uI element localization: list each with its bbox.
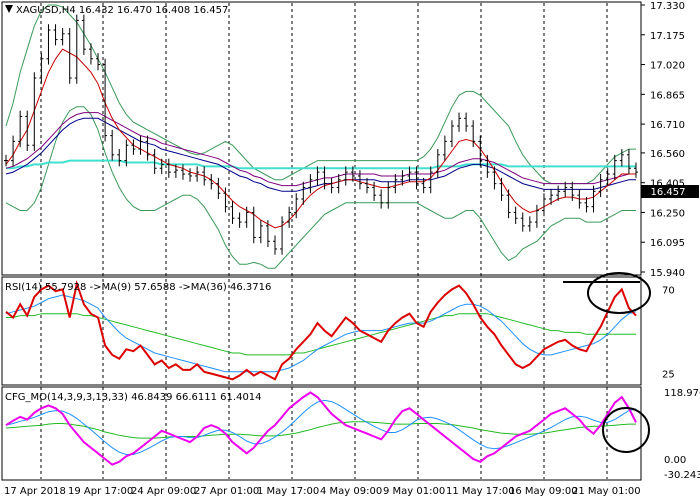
purple-moving-average-line xyxy=(5,112,636,187)
time-label: 11 May 17:00 xyxy=(446,486,515,497)
bollinger-lower-line xyxy=(5,106,636,269)
price-tick-label: 15.940 xyxy=(650,268,685,279)
cfg-tick-label: 118.976 xyxy=(664,388,700,399)
bollinger-upper-line xyxy=(5,4,636,185)
rsi-series-layer xyxy=(5,279,637,381)
cfg-highlight-circle xyxy=(602,407,650,453)
time-label: 24 Apr 09:00 xyxy=(131,486,196,497)
price-tick-label: 16.560 xyxy=(650,149,685,160)
period-separators xyxy=(40,3,608,479)
cfg-title-text: CFG_MO(14,3,9,3,13,33) 46.8439 66.6111 6… xyxy=(5,392,262,403)
collapse-triangle-icon[interactable] xyxy=(5,5,13,13)
rsi-tick-label: 25 xyxy=(662,370,675,381)
mid-moving-average-line xyxy=(5,117,636,192)
time-label: 17 Apr 2018 xyxy=(4,486,66,497)
cfg-tick-label: 0.00 xyxy=(664,455,686,466)
cfg-panel[interactable] xyxy=(1,386,642,481)
rsi-title-text: RSI(14) 55.7928 ->MA(9) 57.6588 ->MA(36)… xyxy=(5,282,271,293)
main-title: XAGUSD,H4 16.432 16.470 16.408 16.457 xyxy=(5,5,228,16)
cfg-main-line xyxy=(5,391,637,466)
cfg-axis: 118.976 0.00 -30.2437 xyxy=(664,388,700,481)
price-tick-label: 16.250 xyxy=(650,208,685,219)
rsi-highlight-circle xyxy=(587,272,651,314)
time-label: 4 May 09:00 xyxy=(320,486,382,497)
rsi-panel[interactable] xyxy=(1,276,642,386)
price-tick-label: 17.330 xyxy=(650,1,685,12)
fast-moving-average-line xyxy=(5,48,636,229)
rsi-ma9-line xyxy=(5,294,637,373)
rsi-axis: 70 25 xyxy=(662,285,675,380)
time-label: 1 May 17:00 xyxy=(257,486,319,497)
time-label: 27 Apr 01:00 xyxy=(194,486,259,497)
time-label: 9 May 01:00 xyxy=(383,486,445,497)
cfg-series-layer xyxy=(5,391,637,466)
main-title-text: XAGUSD,H4 16.432 16.470 16.408 16.457 xyxy=(16,5,228,16)
last-price-label: 16.457 xyxy=(651,187,686,198)
price-tick-label: 16.095 xyxy=(650,238,685,249)
rsi-ma36-line xyxy=(6,313,636,356)
time-label: 19 Apr 17:00 xyxy=(68,486,133,497)
time-label: 16 May 09:00 xyxy=(509,486,578,497)
price-axis: 17.330 17.175 17.020 16.865 16.710 16.560 16.4… xyxy=(641,1,685,279)
price-tick-label: 16.710 xyxy=(650,120,685,131)
price-series-layer xyxy=(4,4,638,269)
slow-moving-average-line xyxy=(6,159,636,170)
cfg-tick-label: -30.2437 xyxy=(664,470,700,481)
cfg-signal1-line xyxy=(5,399,637,455)
price-tick-label: 17.175 xyxy=(650,31,685,42)
price-tick-label: 17.020 xyxy=(650,61,685,72)
rsi-tick-label: 70 xyxy=(662,285,675,296)
time-label: 21 May 01:00 xyxy=(572,486,641,497)
price-tick-label: 16.405 xyxy=(650,179,685,190)
last-price-box xyxy=(641,185,699,198)
main-price-panel[interactable] xyxy=(1,1,642,276)
cfg-signal2-line xyxy=(5,421,636,439)
price-tick-label: 16.865 xyxy=(650,90,685,101)
rsi-line xyxy=(5,279,637,381)
